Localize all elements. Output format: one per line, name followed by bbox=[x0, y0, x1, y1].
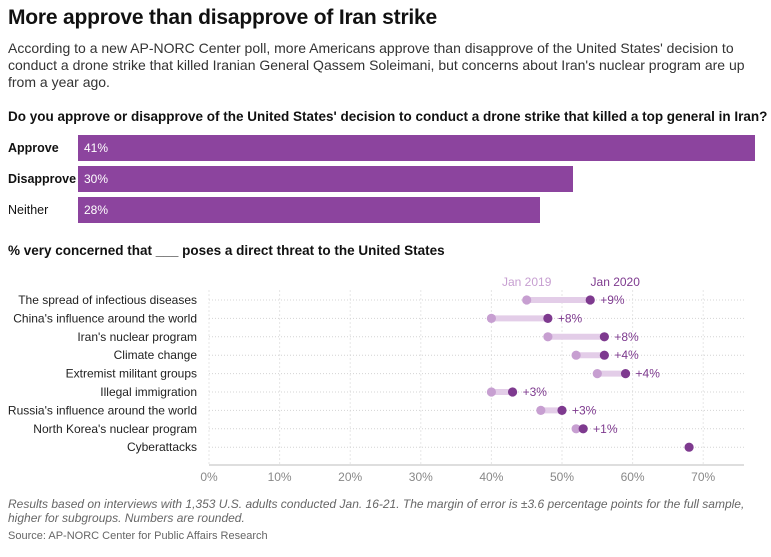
row-label: Climate change bbox=[114, 348, 198, 362]
row-label: Cyberattacks bbox=[127, 440, 197, 454]
bar-category-label: Neither bbox=[8, 203, 49, 217]
x-tick-label: 20% bbox=[338, 470, 362, 484]
dot-jan-2020 bbox=[585, 295, 595, 305]
bar-category-label: Disapprove bbox=[8, 172, 77, 186]
change-label: +3% bbox=[572, 403, 597, 417]
dot-jan-2020 bbox=[543, 313, 553, 323]
x-tick-label: 30% bbox=[409, 470, 433, 484]
dot-jan-2019 bbox=[486, 313, 496, 323]
x-tick-label: 40% bbox=[479, 470, 503, 484]
dot-jan-2019 bbox=[486, 387, 496, 397]
footnote: Results based on interviews with 1,353 U… bbox=[8, 497, 745, 525]
x-tick-label: 60% bbox=[621, 470, 645, 484]
change-label: +9% bbox=[600, 293, 625, 307]
dot-jan-2020 bbox=[507, 387, 518, 397]
dot-jan-2019 bbox=[571, 350, 581, 360]
row-label: Iran's nuclear program bbox=[77, 330, 197, 344]
dot-jan-2019 bbox=[571, 424, 581, 434]
bar bbox=[78, 197, 541, 223]
x-tick-label: 10% bbox=[268, 470, 292, 484]
bar-value-label: 28% bbox=[84, 203, 109, 217]
source-line: Source: AP-NORC Center for Public Affair… bbox=[8, 530, 268, 542]
page-subtitle: According to a new AP-NORC Center poll, … bbox=[8, 40, 745, 90]
bar-chart-title: Do you approve or disapprove of the Unit… bbox=[8, 109, 768, 124]
x-tick-label: 50% bbox=[550, 470, 574, 484]
bar bbox=[78, 135, 755, 161]
x-tick-label: 70% bbox=[691, 470, 715, 484]
change-label: +3% bbox=[523, 385, 548, 399]
dot-jan-2020 bbox=[578, 424, 588, 434]
legend-label-jan-2020: Jan 2020 bbox=[591, 275, 641, 289]
dot-chart-title: % very concerned that ___ poses a direct… bbox=[8, 243, 445, 258]
change-label: +4% bbox=[636, 367, 661, 381]
change-label: +1% bbox=[593, 422, 618, 436]
dot-jan-2019 bbox=[522, 295, 532, 305]
dot-jan-2020 bbox=[599, 332, 609, 342]
change-label: +8% bbox=[558, 311, 583, 325]
dot-jan-2020 bbox=[557, 405, 567, 415]
change-label: +4% bbox=[614, 348, 639, 362]
page-title: More approve than disapprove of Iran str… bbox=[8, 6, 438, 29]
bar-value-label: 30% bbox=[84, 172, 109, 186]
bar-value-label: 41% bbox=[84, 141, 109, 155]
row-label: China's influence around the world bbox=[13, 311, 197, 325]
row-label: North Korea's nuclear program bbox=[33, 422, 197, 436]
dot-jan-2019 bbox=[536, 405, 546, 415]
bar-category-label: Approve bbox=[8, 141, 59, 155]
dot-jan-2019 bbox=[543, 332, 553, 342]
dot-jan-2020 bbox=[684, 442, 694, 452]
legend-label-jan-2019: Jan 2019 bbox=[502, 275, 552, 289]
row-label: Illegal immigration bbox=[100, 385, 197, 399]
row-label: Extremist militant groups bbox=[66, 367, 197, 381]
dot-jan-2019 bbox=[592, 369, 602, 379]
x-tick-label: 0% bbox=[200, 470, 218, 484]
dot-jan-2020 bbox=[620, 369, 631, 379]
bar bbox=[78, 166, 574, 192]
concern-dot-chart: 0% 10% 20% 30% 40% 50% 60% 70% Jan 2019 Jan 2020 T… bbox=[8, 275, 744, 484]
change-label: +8% bbox=[614, 330, 639, 344]
row-label: The spread of infectious diseases bbox=[18, 293, 197, 307]
dot-jan-2020 bbox=[599, 350, 609, 360]
row-label: Russia's influence around the world bbox=[8, 403, 197, 417]
